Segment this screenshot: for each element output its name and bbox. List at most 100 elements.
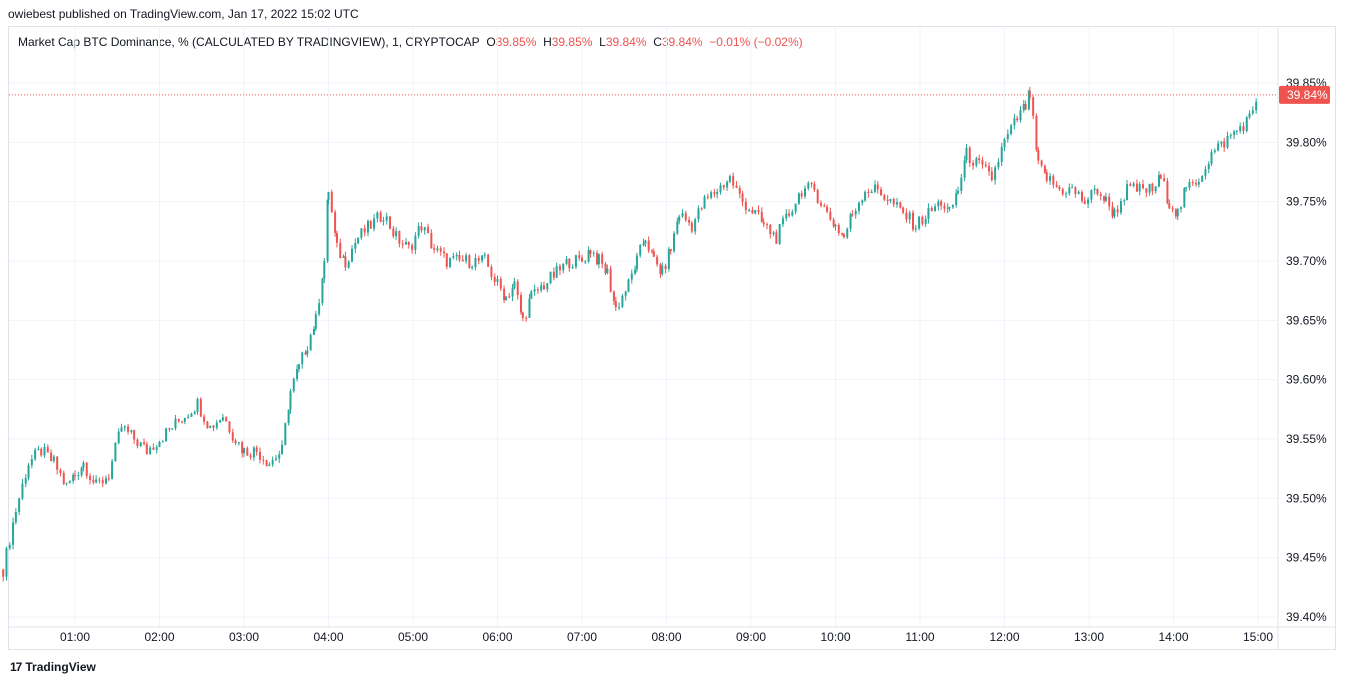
candle-body xyxy=(77,475,80,477)
candle-body xyxy=(1239,126,1242,131)
candle-body xyxy=(181,421,184,423)
candle-body xyxy=(722,185,725,188)
candle-body xyxy=(301,352,304,365)
candle-body xyxy=(1010,125,1013,134)
time-tick-label: 15:00 xyxy=(1243,630,1273,644)
candle-body xyxy=(540,285,543,291)
candle-body xyxy=(1129,184,1132,187)
candle-body xyxy=(754,210,757,214)
price-tick-label: 39.45% xyxy=(1286,551,1327,565)
candle-body xyxy=(133,430,136,440)
candle-body xyxy=(1028,91,1031,98)
candle-body xyxy=(807,183,810,189)
candle-body xyxy=(997,161,1000,168)
tradingview-logo[interactable]: 17 TradingView xyxy=(10,660,96,674)
candle-body xyxy=(323,261,326,279)
candle-body xyxy=(436,248,439,250)
candle-body xyxy=(373,218,376,229)
candle-body xyxy=(621,295,624,307)
candle-body xyxy=(849,214,852,229)
candle-body xyxy=(912,212,914,230)
candle-body xyxy=(334,211,337,234)
candle-body xyxy=(258,451,261,460)
candle-body xyxy=(678,216,681,222)
candle-body xyxy=(136,439,139,447)
candle-body xyxy=(24,477,27,484)
candle-body xyxy=(676,221,679,234)
candle-body xyxy=(12,522,15,545)
candle-body xyxy=(542,285,545,290)
candle-body xyxy=(528,298,531,318)
candle-body xyxy=(578,255,581,258)
candle-body xyxy=(719,185,722,193)
time-axis[interactable]: 01:00 02:00 03:00 04:00 05:00 06:00 07:00 08:00… xyxy=(60,630,1273,644)
candle-body xyxy=(296,368,299,379)
candle-body xyxy=(873,184,876,192)
candle-body xyxy=(1068,187,1071,194)
candle-body xyxy=(477,258,480,261)
candle-body xyxy=(937,201,940,207)
candle-body xyxy=(265,460,268,466)
candle-body xyxy=(143,442,146,445)
candles xyxy=(2,87,1258,582)
candle-body xyxy=(174,418,177,429)
candle-body xyxy=(584,261,587,263)
candle-body xyxy=(27,465,30,478)
high-label: H xyxy=(543,35,552,49)
candle-body xyxy=(669,249,672,252)
candle-body xyxy=(1022,104,1025,111)
candle-body xyxy=(656,256,659,265)
candle-body xyxy=(908,212,911,220)
candle-body xyxy=(1113,209,1116,217)
candle-body xyxy=(1226,135,1229,148)
candle-body xyxy=(366,220,369,233)
candle-body xyxy=(252,447,255,458)
candle-body xyxy=(673,233,676,252)
candle-body xyxy=(445,253,448,267)
candle-body xyxy=(225,417,228,422)
candle-body xyxy=(927,207,930,219)
candle-body xyxy=(883,195,886,200)
candle-body xyxy=(511,287,514,297)
candle-body xyxy=(474,258,477,267)
candle-body xyxy=(946,207,949,209)
time-tick-label: 09:00 xyxy=(736,630,766,644)
candle-body xyxy=(1126,184,1129,201)
candle-body xyxy=(483,254,486,256)
candle-body xyxy=(728,176,731,182)
candle-body xyxy=(123,426,126,428)
candle-body xyxy=(650,250,653,252)
time-tick-label: 01:00 xyxy=(60,630,90,644)
candle-body xyxy=(306,350,309,355)
candle-body xyxy=(788,213,791,216)
price-axis[interactable]: 39.85%39.80%39.75%39.70%39.65%39.60%39.5… xyxy=(1286,76,1327,624)
candle-body xyxy=(1210,152,1213,164)
candle-body xyxy=(703,196,706,209)
candle-body xyxy=(1197,181,1200,185)
candle-body xyxy=(968,147,971,164)
candle-body xyxy=(951,205,954,208)
candle-body xyxy=(465,255,468,262)
candle-body xyxy=(411,245,414,250)
candle-body xyxy=(781,218,784,225)
candle-body xyxy=(1081,191,1083,201)
time-tick-label: 11:00 xyxy=(905,630,934,644)
candle-body xyxy=(861,200,864,203)
candle-body xyxy=(1116,209,1119,213)
time-tick-label: 05:00 xyxy=(398,630,428,644)
candle-body xyxy=(842,234,845,238)
candle-body xyxy=(1123,200,1126,202)
candle-body xyxy=(321,278,324,304)
candle-body xyxy=(271,459,274,465)
candle-body xyxy=(471,266,474,268)
candle-body xyxy=(414,235,417,250)
candle-body xyxy=(56,456,59,470)
candle-body xyxy=(347,261,350,268)
candle-body xyxy=(1195,183,1198,185)
candle-body xyxy=(533,289,536,292)
tradingview-icon: 17 xyxy=(10,660,22,674)
candle-body xyxy=(864,191,867,201)
candle-body xyxy=(732,176,735,186)
candle-body xyxy=(65,482,68,484)
